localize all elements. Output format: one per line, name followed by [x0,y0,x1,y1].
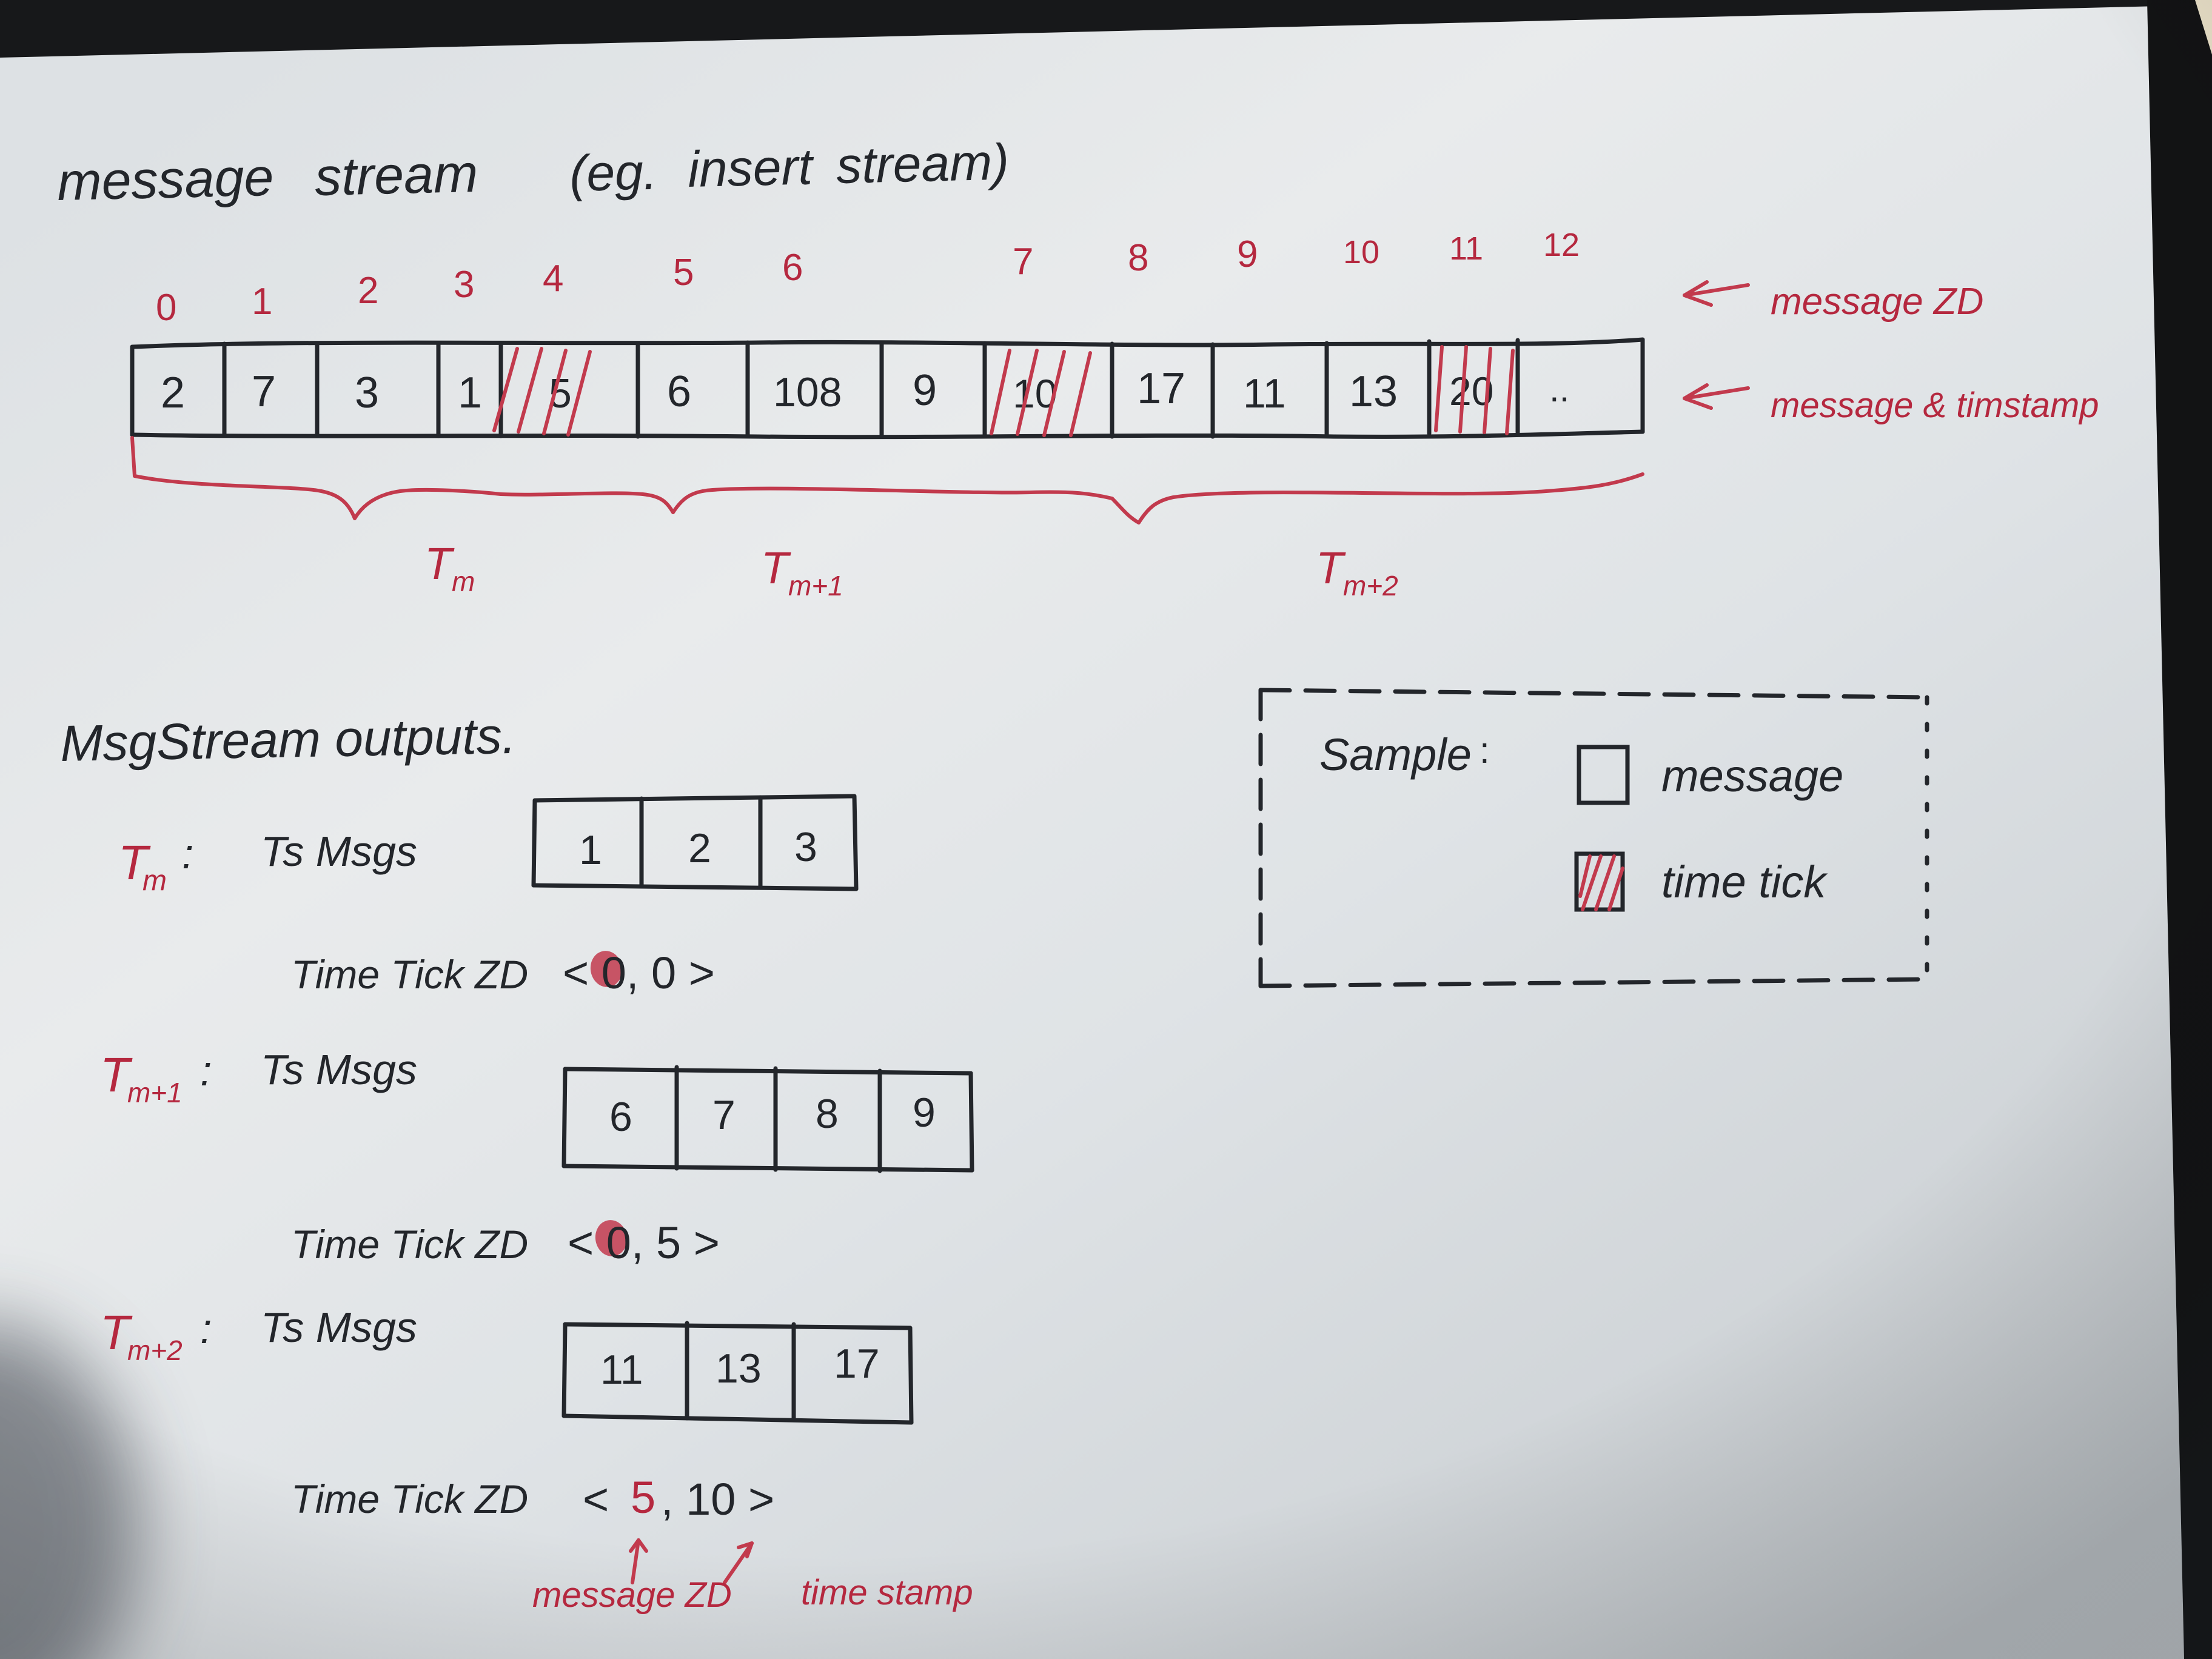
svg-text:Sample: Sample [1319,729,1472,780]
svg-text:m+2: m+2 [1343,570,1398,602]
svg-text::: : [200,1305,212,1352]
svg-text:12: 12 [1543,227,1580,263]
svg-text:T: T [1316,543,1346,593]
svg-text:message ZD: message ZD [1771,281,1983,323]
svg-text:5: 5 [631,1472,655,1523]
svg-text:4: 4 [543,258,563,300]
svg-text:1: 1 [252,281,272,323]
svg-text::: : [1480,730,1490,771]
svg-text:Ts Msgs: Ts Msgs [261,1304,417,1351]
svg-text:time stamp: time stamp [801,1573,973,1612]
svg-text:10: 10 [1343,234,1379,270]
svg-text:< 0, 0 >: < 0, 0 > [563,948,715,998]
svg-text:108: 108 [773,369,842,415]
svg-text:7: 7 [712,1092,736,1138]
svg-text:13: 13 [716,1346,762,1392]
svg-text:11: 11 [1243,370,1286,417]
svg-text:m+1: m+1 [788,570,843,602]
svg-text:2: 2 [161,369,185,417]
svg-text:m: m [452,566,475,597]
svg-text:7: 7 [1013,241,1033,283]
svg-text:Time Tick ZD: Time Tick ZD [291,952,528,997]
svg-text:..: .. [1549,369,1569,409]
svg-text:3: 3 [355,369,379,417]
svg-text:9: 9 [913,1090,936,1136]
svg-text:Time Tick ZD: Time Tick ZD [291,1222,528,1267]
svg-text:m: m [142,865,167,897]
svg-text:T: T [424,538,455,589]
svg-text:, 10 >: , 10 > [661,1474,774,1524]
svg-text:17: 17 [1137,364,1185,413]
svg-text:message & timstamp: message & timstamp [1771,386,2099,425]
svg-text:MsgStream outputs.: MsgStream outputs. [60,707,517,772]
svg-text:insert: insert [687,138,815,198]
svg-text:8: 8 [816,1091,839,1137]
svg-text::: : [182,830,193,877]
svg-text:13: 13 [1349,367,1398,416]
svg-text:9: 9 [913,366,937,415]
svg-text:message: message [56,147,274,212]
svg-text:< 0, 5 >: < 0, 5 > [568,1218,720,1268]
svg-text:stream: stream [314,143,478,207]
svg-text:0: 0 [156,287,176,329]
svg-text:message ZD: message ZD [532,1575,732,1615]
svg-text:Ts Msgs: Ts Msgs [261,828,417,875]
svg-text:6: 6 [667,367,691,416]
svg-text:m+2: m+2 [127,1335,183,1366]
svg-text:Time Tick ZD: Time Tick ZD [291,1476,528,1521]
svg-text:1: 1 [579,827,602,873]
svg-text:11: 11 [600,1347,643,1393]
svg-text:7: 7 [252,367,276,416]
svg-text:<: < [583,1474,609,1524]
svg-text:stream): stream) [836,133,1010,194]
svg-text:6: 6 [782,247,803,289]
svg-text:6: 6 [609,1094,632,1140]
svg-text:T: T [761,543,791,593]
svg-text:2: 2 [688,825,711,871]
svg-text:9: 9 [1237,233,1258,275]
svg-text:Ts Msgs: Ts Msgs [261,1046,417,1093]
svg-text:5: 5 [673,252,694,293]
svg-text:(eg.: (eg. [569,143,658,202]
svg-text:8: 8 [1128,237,1148,279]
svg-text::: : [200,1047,212,1094]
svg-text:time tick: time tick [1661,857,1828,907]
svg-text:17: 17 [834,1341,880,1387]
svg-text:message: message [1661,751,1843,801]
svg-text:11: 11 [1449,230,1483,267]
svg-text:3: 3 [794,824,817,870]
svg-text:m+1: m+1 [127,1077,183,1108]
svg-text:3: 3 [454,264,474,306]
svg-text:1: 1 [458,369,482,417]
svg-text:2: 2 [358,270,378,312]
